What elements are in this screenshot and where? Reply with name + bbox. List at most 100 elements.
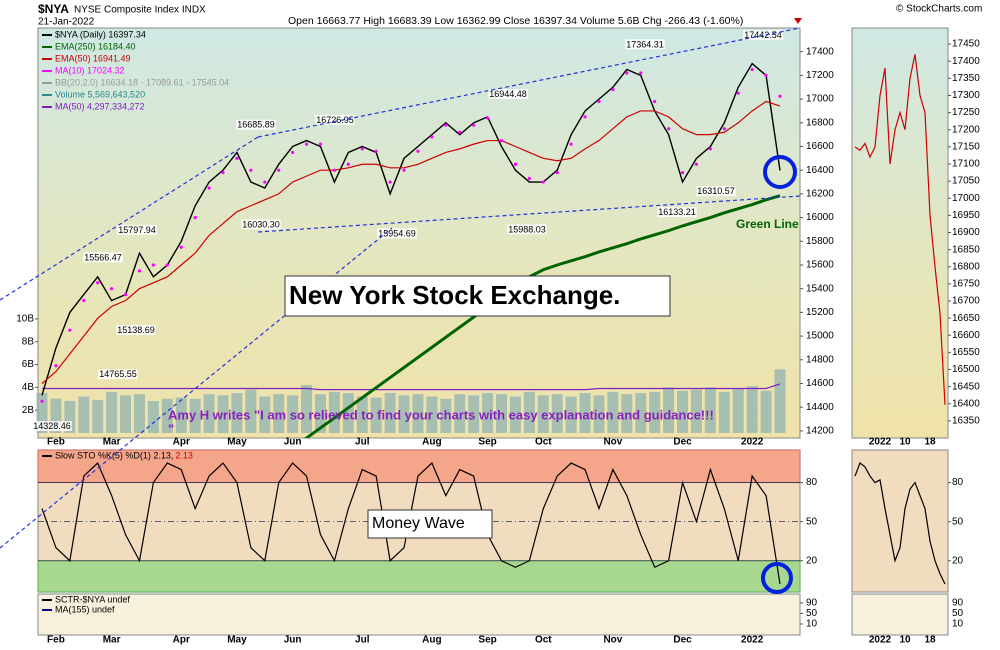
volume-bar [677, 390, 689, 433]
y-tick-label: 16800 [806, 117, 834, 128]
testimonial: " [168, 421, 174, 436]
price-annotation: 15566.47 [84, 252, 122, 262]
ma-dot [193, 215, 197, 220]
testimonial: Amy H writes "I am so relieved to find y… [168, 407, 714, 422]
y-tick-label: 80 [806, 477, 818, 488]
y-tick-label: 14400 [806, 402, 834, 413]
ma-dot [722, 127, 726, 131]
y-tick-label: 17150 [952, 141, 980, 152]
ma-dot [40, 399, 44, 403]
volume-bar [426, 396, 438, 433]
ma-dot [291, 150, 295, 155]
ma-dot [736, 91, 740, 95]
y-tick-label: 4B [22, 382, 35, 393]
legend-entry: 2.13 [175, 450, 193, 460]
annotation-bg [507, 224, 547, 235]
y-tick-label: 50 [806, 516, 818, 527]
ma-dot [96, 281, 100, 285]
volume-bar [509, 396, 521, 433]
volume-bar [50, 398, 62, 433]
y-tick-label: 16450 [952, 381, 980, 392]
annotation-bg [696, 186, 736, 197]
volume-bar [314, 394, 326, 433]
y-tick-label: 16500 [952, 364, 980, 375]
x-tick-label: Feb [47, 437, 65, 448]
volume-bar [287, 395, 299, 433]
annotation-bg [116, 325, 156, 336]
ma-dot [346, 162, 350, 166]
y-tick-label: 16950 [952, 210, 980, 221]
ma-dot [639, 71, 643, 75]
y-tick-label: 17400 [806, 46, 834, 57]
y-tick-label: 50 [952, 516, 964, 527]
series-line [42, 383, 781, 391]
legend-entry: MA(50) 4,297,334,272 [55, 101, 145, 111]
y-tick-label: 2B [22, 405, 35, 416]
side-sctr-panel [851, 593, 949, 636]
legend-entry: SCTR-$NYA undef [55, 594, 130, 604]
price-annotation: 15138.69 [117, 325, 155, 335]
title-box [284, 275, 671, 317]
annotation-bg [625, 39, 665, 50]
volume-bar [607, 391, 619, 433]
y-tick-label: 14800 [806, 354, 834, 365]
y-tick-label: 16750 [952, 279, 980, 290]
volume-bar [579, 393, 591, 433]
volume-bar [440, 398, 452, 433]
ma-dot [123, 293, 128, 297]
price-annotation: 17442.54 [744, 30, 782, 40]
price-annotation: 15797.94 [118, 225, 156, 235]
ma-dot [304, 142, 309, 146]
y-tick-label: 17200 [952, 124, 980, 135]
volume-bar [482, 393, 494, 433]
volume-bar [217, 395, 229, 433]
annotation-bg [657, 207, 697, 218]
volume-bar [565, 396, 577, 433]
y-tick-label: 17250 [952, 107, 980, 118]
volume-bar [301, 385, 313, 433]
ma-dot [68, 328, 72, 332]
y-tick-label: 17100 [952, 159, 980, 170]
legend-entry: MA(155) undef [55, 604, 115, 614]
down-arrow [794, 18, 802, 24]
ma-dot [374, 149, 378, 153]
volume-bar [106, 391, 118, 433]
y-tick-label: 17200 [806, 70, 834, 81]
x-tick-label: Dec [673, 635, 692, 646]
ma-dot [179, 245, 183, 249]
price-annotation: 16685.89 [237, 120, 275, 130]
y-tick-label: 16350 [952, 416, 980, 427]
y-tick-label: 16600 [952, 330, 980, 341]
x-tick-label: Dec [673, 437, 692, 448]
y-tick-label: 16800 [952, 261, 980, 272]
volume-bar [64, 401, 76, 433]
date: 21-Jan-2022 [38, 17, 95, 28]
ma-dot [221, 170, 225, 175]
y-tick-label: 15800 [806, 236, 834, 247]
legend-entry: MA(10) 17024.32 [55, 65, 125, 75]
trendline [0, 136, 259, 301]
money-wave-box [367, 509, 493, 539]
volume-bar [133, 394, 145, 433]
ma-dot [54, 364, 58, 368]
price-annotation: 15954.69 [378, 228, 416, 238]
y-tick-label: 17400 [952, 56, 980, 67]
y-tick-label: 50 [952, 608, 964, 619]
volume-bar [273, 394, 285, 433]
series-line [304, 194, 781, 438]
y-tick-label: 15600 [806, 260, 834, 271]
ma-dot [708, 147, 712, 151]
x-tick-label: Nov [603, 635, 622, 646]
y-tick-label: 14200 [806, 426, 834, 437]
volume-bar [704, 387, 716, 433]
volume-bar [468, 395, 480, 433]
symbol: $NYA [38, 2, 69, 16]
volume-bar [551, 394, 563, 433]
volume-bar [690, 389, 702, 433]
ma-dot [653, 99, 657, 104]
ma-dot [388, 180, 392, 184]
sctr-panel [37, 593, 801, 636]
green-line-label: Green Line [736, 217, 799, 231]
annotation-bg [377, 228, 417, 239]
x-tick-label: Mar [103, 437, 121, 448]
